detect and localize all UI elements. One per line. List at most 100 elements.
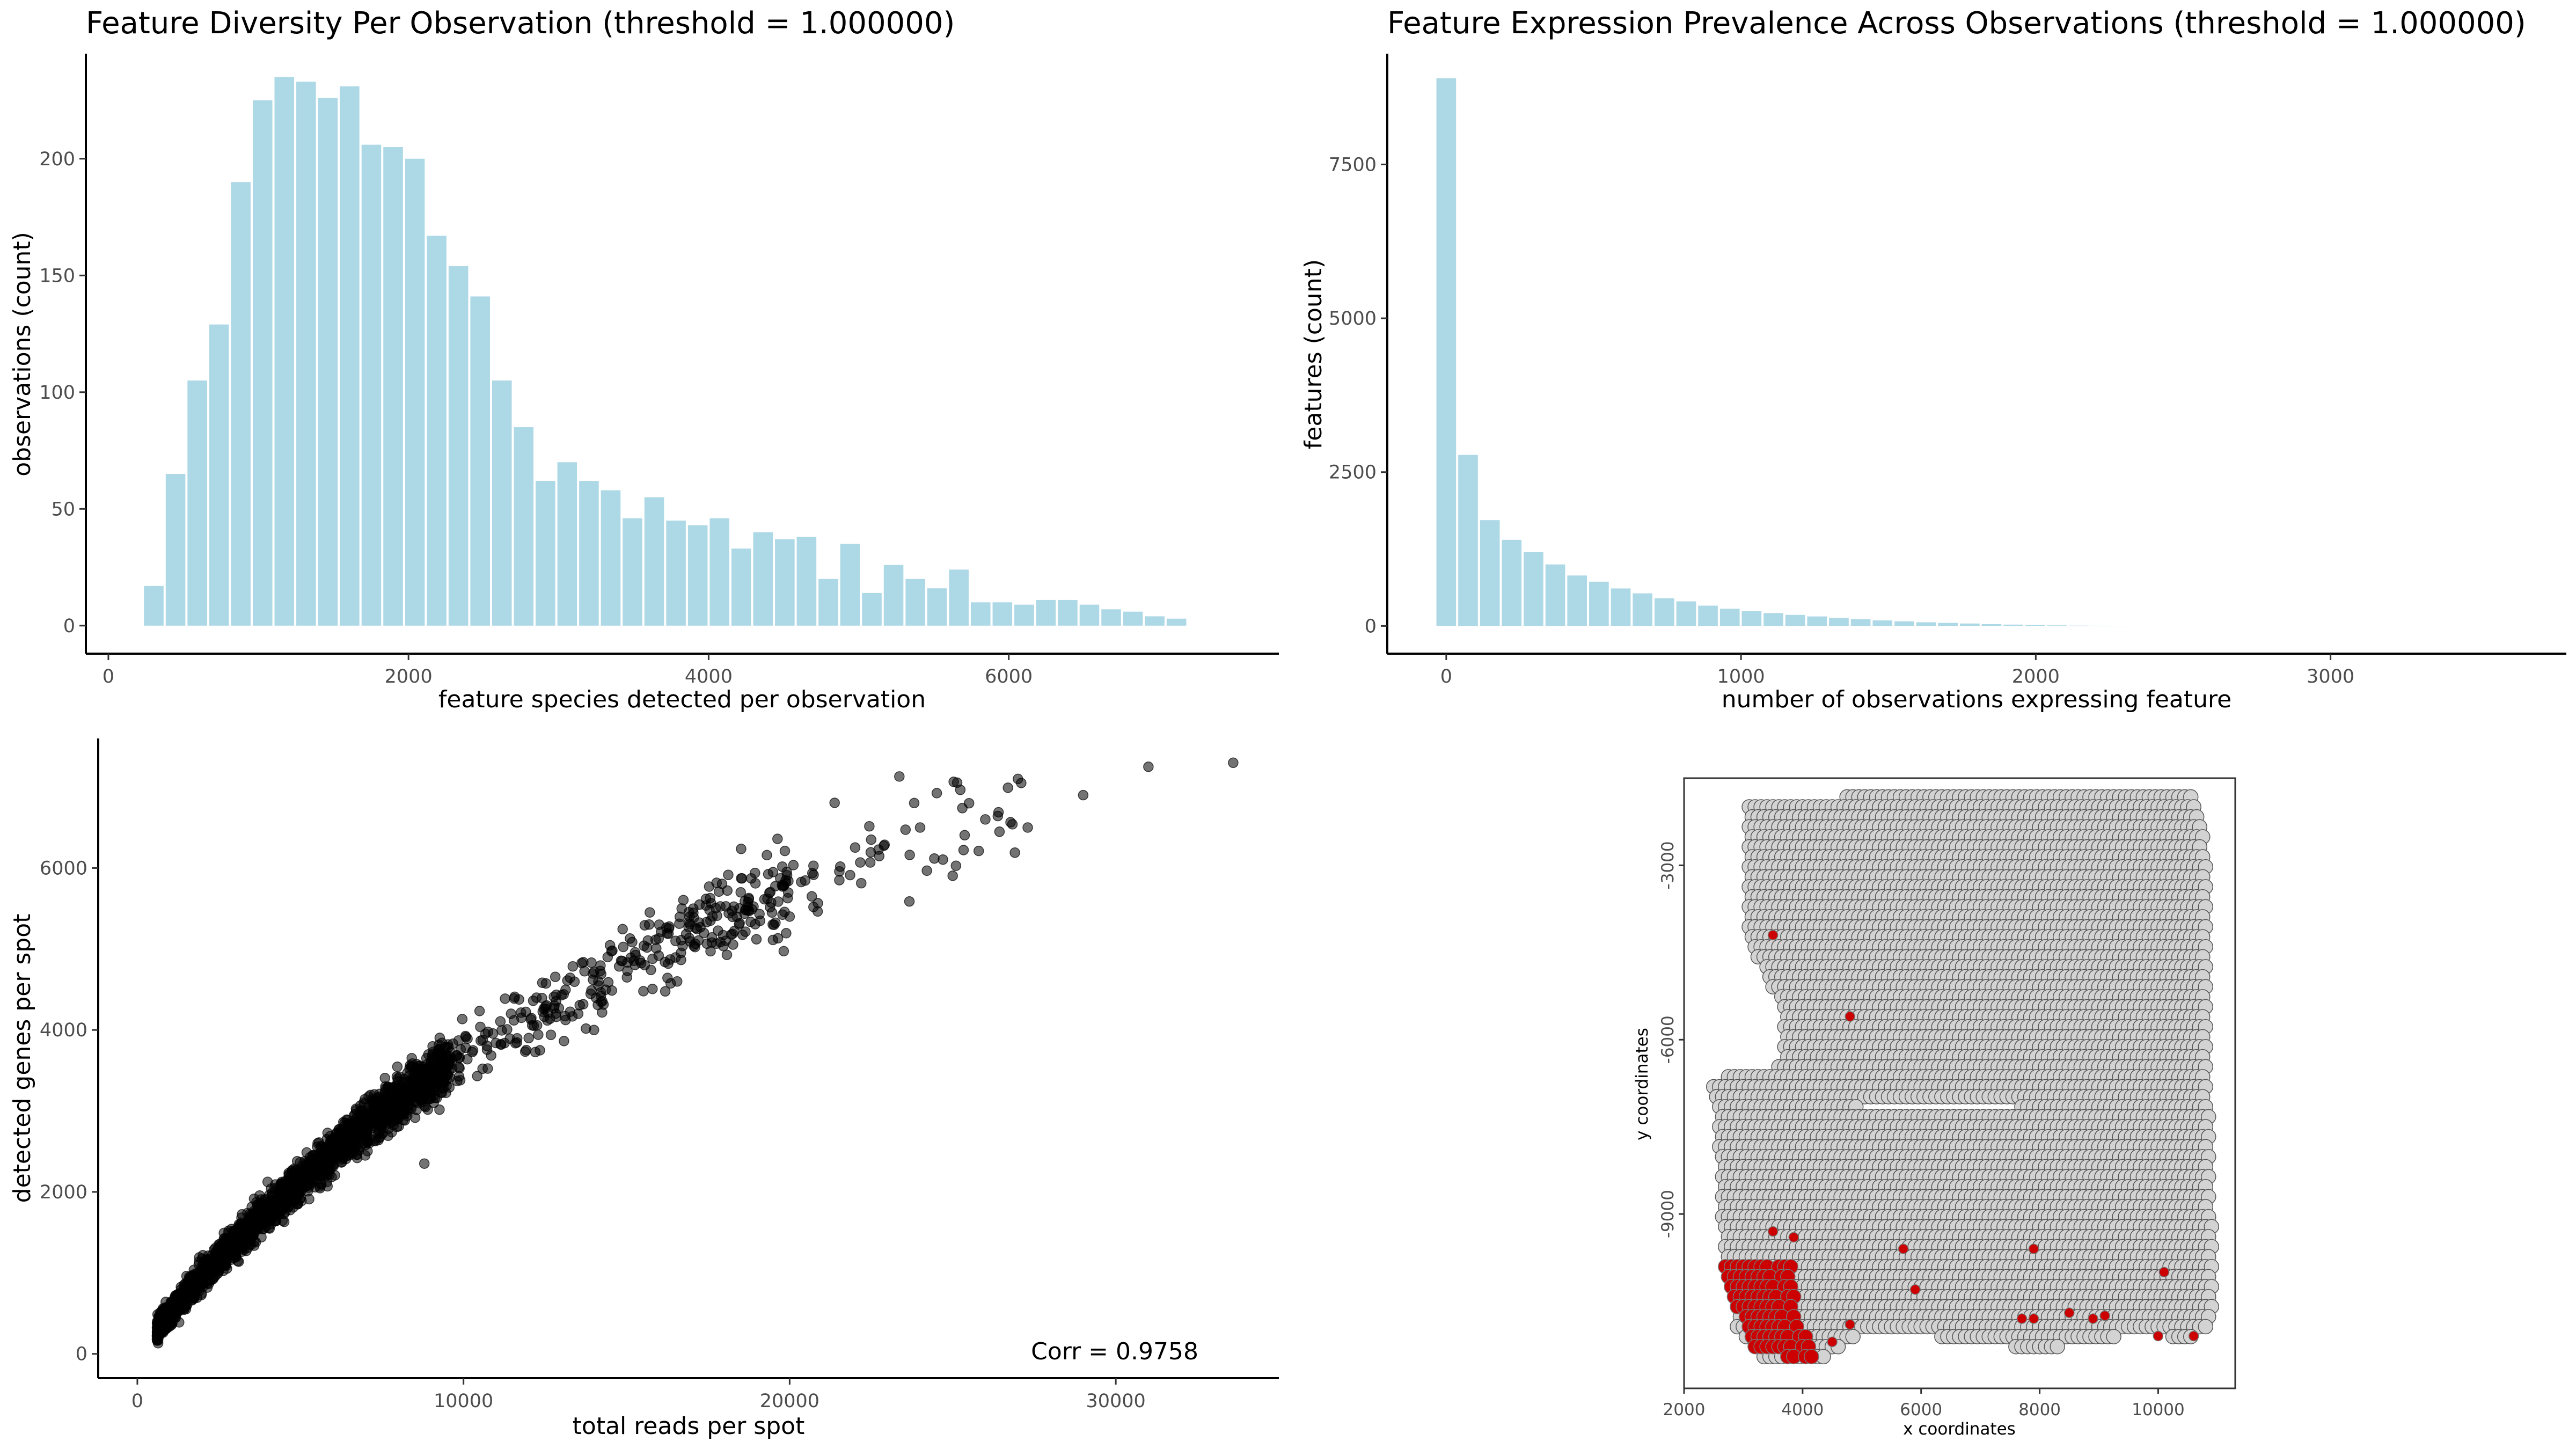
scatter-point: [900, 824, 911, 835]
scatter-point: [560, 1014, 571, 1026]
scatter-point: [834, 875, 845, 885]
x-tick-label: 0: [131, 1391, 143, 1412]
histogram-bar: [536, 481, 555, 626]
histogram-bar: [644, 497, 664, 626]
scatter-point: [1143, 762, 1154, 772]
x-tick-label: 3000: [2307, 666, 2354, 687]
scatter-point: [242, 1208, 253, 1219]
scatter-point: [813, 898, 823, 909]
scatter-point: [540, 978, 552, 989]
histogram-bar: [970, 602, 991, 626]
scatter-point: [289, 1163, 299, 1174]
scatter-point: [595, 987, 606, 998]
scatter-point: [219, 1248, 230, 1260]
scatter-point: [845, 869, 855, 881]
scatter-point: [457, 1014, 468, 1024]
scatter-point: [487, 1028, 499, 1039]
scatter-point: [392, 1061, 403, 1072]
scatter-point: [262, 1176, 273, 1188]
scatter-point: [448, 1038, 458, 1049]
scatter-point: [958, 845, 969, 855]
scatter-point: [727, 928, 738, 939]
scatter-point: [1002, 782, 1013, 793]
y-tick-label: 5000: [1329, 308, 1377, 330]
scatter-point: [502, 1024, 513, 1035]
scatter-point: [597, 996, 608, 1007]
scatter-point: [864, 821, 875, 832]
scatter-point: [436, 1049, 447, 1060]
scatter-point: [526, 1013, 537, 1023]
scatter-point: [773, 896, 784, 907]
scatter-point: [550, 971, 561, 982]
histogram-bar: [1938, 623, 1958, 626]
scatter-point: [643, 919, 655, 930]
scatter-point: [806, 891, 817, 902]
scatter-point: [775, 873, 786, 884]
scatter-point: [763, 869, 774, 880]
histogram-bar: [252, 100, 273, 626]
y-tick-label: 0: [1365, 616, 1377, 637]
scatter-point: [393, 1114, 404, 1124]
scatter-point: [521, 1044, 532, 1056]
histogram-bar: [209, 324, 229, 626]
scatter-point: [699, 927, 709, 939]
scatter-point: [645, 907, 655, 918]
scatter-point: [921, 865, 932, 876]
histogram-bar: [2025, 625, 2045, 626]
scatter-point: [665, 978, 676, 989]
y-tick-label: 6000: [40, 858, 87, 879]
scatter-point: [973, 845, 984, 857]
scatter-point: [788, 860, 799, 870]
scatter-point: [426, 1081, 436, 1092]
y-tick-label: 0: [76, 1344, 87, 1365]
scatter-point: [270, 1216, 281, 1226]
scatter-point: [460, 1030, 471, 1042]
histogram-bar: [905, 579, 925, 626]
scatter-point: [589, 967, 599, 977]
histogram-bar: [1981, 624, 2002, 626]
scatter-point: [723, 869, 734, 880]
histogram-bar: [579, 481, 599, 626]
scatter-point: [955, 785, 966, 795]
histogram-bar: [818, 579, 838, 626]
diversity-histogram-panel: Feature Diversity Per Observation (thres…: [9, 6, 1279, 713]
x-axis-label: total reads per spot: [573, 1413, 805, 1440]
histogram-bar: [318, 98, 338, 626]
histogram-bar: [775, 539, 795, 626]
scatter-point: [264, 1223, 274, 1233]
histogram-bar: [1719, 609, 1740, 626]
histogram-bar: [492, 380, 512, 626]
scatter-point: [678, 895, 689, 905]
chart-title: Feature Diversity Per Observation (thres…: [86, 6, 955, 41]
scatter-point: [533, 1029, 544, 1040]
scatter-point: [743, 892, 754, 904]
scatter-point: [377, 1129, 388, 1139]
scatter-point: [646, 964, 656, 976]
histogram-bar: [709, 518, 729, 626]
histogram-bar: [1698, 605, 1718, 626]
scatter-point: [950, 860, 962, 871]
histogram-bar: [1123, 611, 1143, 626]
scatter-point: [894, 771, 905, 782]
scatter-point: [604, 940, 616, 951]
histogram-bar: [1872, 620, 1893, 626]
scatter-point: [565, 1006, 576, 1017]
scatter-point: [654, 919, 665, 930]
scatter-point: [700, 894, 712, 904]
scatter-point: [670, 952, 681, 963]
scatter-point: [303, 1182, 314, 1193]
scatter-point: [705, 946, 716, 957]
correlation-annotation: Corr = 0.9758: [1031, 1338, 1198, 1365]
scatter-point: [772, 833, 783, 844]
scatter-point: [765, 902, 775, 913]
scatter-point: [783, 887, 794, 898]
scatter-point: [152, 1335, 163, 1346]
scatter-point: [567, 961, 579, 972]
scatter-point: [1016, 778, 1027, 788]
scatter-point: [914, 822, 926, 833]
x-tick-label: 30000: [1086, 1391, 1145, 1412]
scatter-point: [537, 992, 547, 1004]
scatter-point: [197, 1268, 208, 1279]
scatter-point: [593, 976, 604, 987]
scatter-point: [528, 996, 539, 1006]
